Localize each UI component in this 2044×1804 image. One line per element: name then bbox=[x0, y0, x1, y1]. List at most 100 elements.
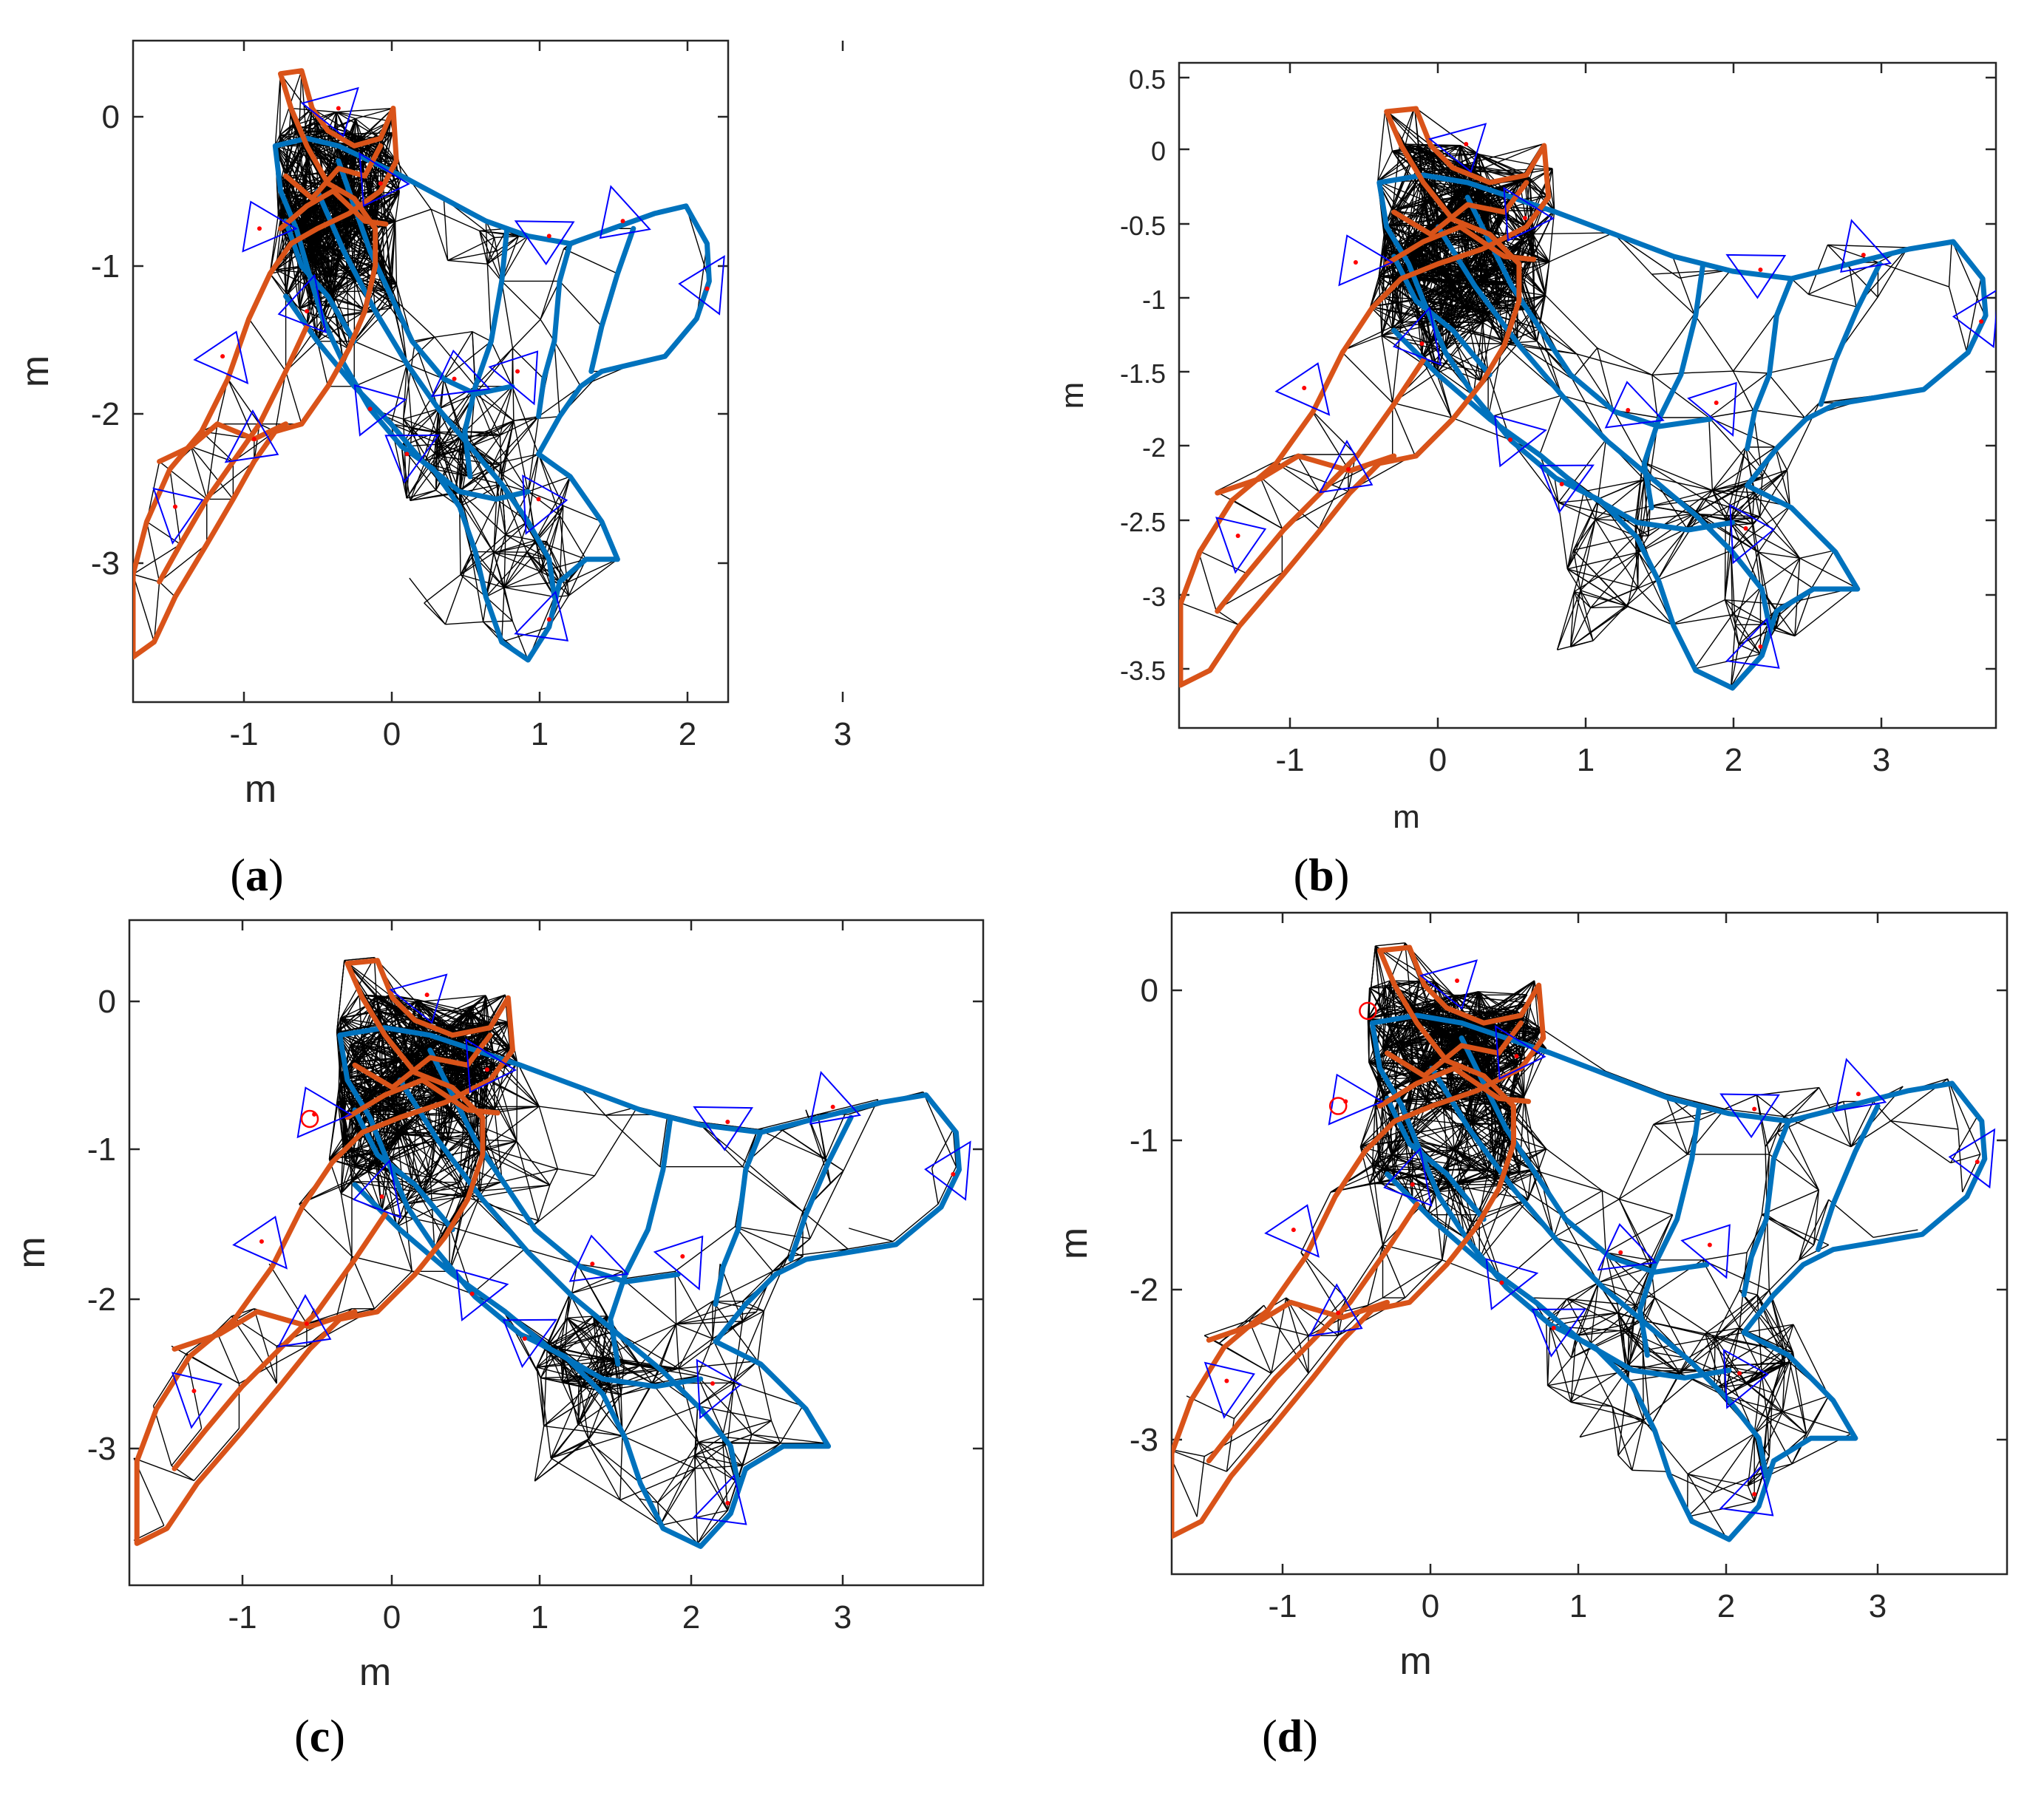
graph-edge bbox=[1198, 551, 1246, 573]
y-tick-label: -1 bbox=[87, 1131, 116, 1168]
graph-edge bbox=[1768, 373, 1804, 418]
graph-edge bbox=[1540, 395, 1562, 455]
pose-point bbox=[1560, 482, 1564, 486]
graph-edge bbox=[1567, 520, 1595, 569]
y-tick-label: 0.5 bbox=[1129, 64, 1166, 95]
graph-edge bbox=[395, 222, 397, 285]
graph-edge bbox=[932, 1168, 938, 1204]
graph-edge bbox=[472, 1249, 525, 1294]
graph-edge bbox=[1382, 336, 1393, 403]
graph-edge bbox=[560, 281, 602, 326]
pose-point bbox=[1758, 644, 1762, 649]
graph-edge bbox=[475, 552, 527, 553]
pose-point bbox=[378, 181, 383, 185]
graph-edge bbox=[605, 1115, 660, 1167]
graph-edge bbox=[622, 1279, 676, 1324]
graph-edge bbox=[1760, 558, 1799, 588]
graph-edge bbox=[1808, 294, 1855, 307]
x-tick-label: -1 bbox=[228, 1599, 257, 1635]
graph-edge bbox=[1949, 240, 1952, 287]
graph-edge bbox=[228, 379, 259, 424]
graph-edge bbox=[483, 621, 513, 622]
graph-edge bbox=[512, 319, 540, 348]
pose-point bbox=[404, 452, 409, 456]
graph-edge bbox=[172, 1429, 202, 1466]
graph-edge bbox=[780, 1406, 803, 1443]
graph-edge bbox=[893, 1204, 938, 1242]
pose-point bbox=[1302, 386, 1306, 390]
pose-point bbox=[1758, 268, 1762, 272]
y-tick-label: 0 bbox=[98, 984, 116, 1020]
pose-point bbox=[220, 354, 225, 358]
panel-caption: (a) bbox=[230, 851, 283, 901]
graph-edge bbox=[1260, 477, 1283, 528]
graph-edge bbox=[352, 1256, 412, 1271]
graph-edge bbox=[322, 311, 375, 319]
graph-edge bbox=[504, 588, 554, 597]
graph-edge bbox=[1657, 551, 1731, 580]
graph-edge bbox=[502, 281, 513, 348]
graph-edge bbox=[512, 348, 543, 379]
graph-edge bbox=[622, 1406, 698, 1435]
graph-edge bbox=[675, 1271, 676, 1324]
graph-edge bbox=[742, 1256, 787, 1321]
x-axis-label: m bbox=[359, 1651, 391, 1694]
graph-edge bbox=[1712, 447, 1745, 491]
graph-edge bbox=[1709, 418, 1713, 491]
graph-edge bbox=[1378, 110, 1385, 181]
graph-edge bbox=[1558, 590, 1581, 650]
y-tick-label: -2.5 bbox=[1120, 507, 1166, 537]
x-axis-label: m bbox=[245, 768, 276, 811]
plot-area bbox=[134, 958, 970, 1547]
graph-edge bbox=[445, 622, 483, 624]
y-tick-label: -3 bbox=[91, 545, 120, 582]
graph-edge bbox=[133, 574, 154, 642]
graph-edge bbox=[1672, 615, 1732, 624]
x-tick-label: 1 bbox=[531, 716, 549, 752]
pose-point bbox=[547, 234, 551, 238]
y-tick-label: -1 bbox=[91, 248, 120, 285]
graph-edge bbox=[217, 1331, 240, 1383]
graph-edge bbox=[1626, 580, 1657, 606]
graph-edge bbox=[412, 409, 438, 429]
graph-edge bbox=[554, 341, 581, 387]
pose-point bbox=[1714, 401, 1719, 405]
caption-letter: b bbox=[1308, 851, 1334, 901]
graph-edge bbox=[147, 522, 181, 545]
graph-edge bbox=[1198, 551, 1216, 610]
caption-paren-open: ( bbox=[1294, 851, 1309, 901]
graph-edge bbox=[410, 578, 446, 624]
blue-trajectory-4 bbox=[1748, 279, 1792, 449]
y-tick-label: -2 bbox=[1142, 432, 1166, 463]
x-tick-label: 1 bbox=[531, 1599, 549, 1635]
graph-edge bbox=[735, 1227, 773, 1272]
graph-edge bbox=[160, 582, 175, 596]
graph-edge bbox=[1591, 607, 1628, 608]
pose-point bbox=[1420, 341, 1425, 346]
caption-paren-open: ( bbox=[230, 851, 245, 901]
graph-edge bbox=[435, 332, 472, 337]
pose-point bbox=[1626, 408, 1630, 412]
graph-edge bbox=[660, 1468, 695, 1525]
graph-edge bbox=[1651, 274, 1694, 314]
graph-edge bbox=[594, 1107, 637, 1176]
caption-paren-close: ) bbox=[268, 851, 284, 901]
x-tick-label: 0 bbox=[383, 1599, 401, 1635]
blue-trajectory-5 bbox=[591, 228, 634, 371]
y-axis-label: m bbox=[1054, 382, 1090, 409]
y-tick-label: -3 bbox=[1142, 582, 1166, 612]
pose-point bbox=[1346, 467, 1351, 472]
caption-letter: a bbox=[245, 851, 268, 901]
graph-edge bbox=[653, 1383, 699, 1442]
x-tick-label: 3 bbox=[834, 716, 852, 752]
y-tick-label: 0 bbox=[1151, 136, 1166, 166]
pose-point bbox=[547, 617, 551, 622]
plot-area bbox=[1179, 107, 1998, 688]
pose-point bbox=[705, 287, 710, 291]
graph-edge bbox=[517, 1141, 550, 1185]
pose-point bbox=[1979, 319, 1983, 324]
x-axis-label: m bbox=[1393, 799, 1420, 835]
x-tick-label: 3 bbox=[1872, 742, 1890, 778]
